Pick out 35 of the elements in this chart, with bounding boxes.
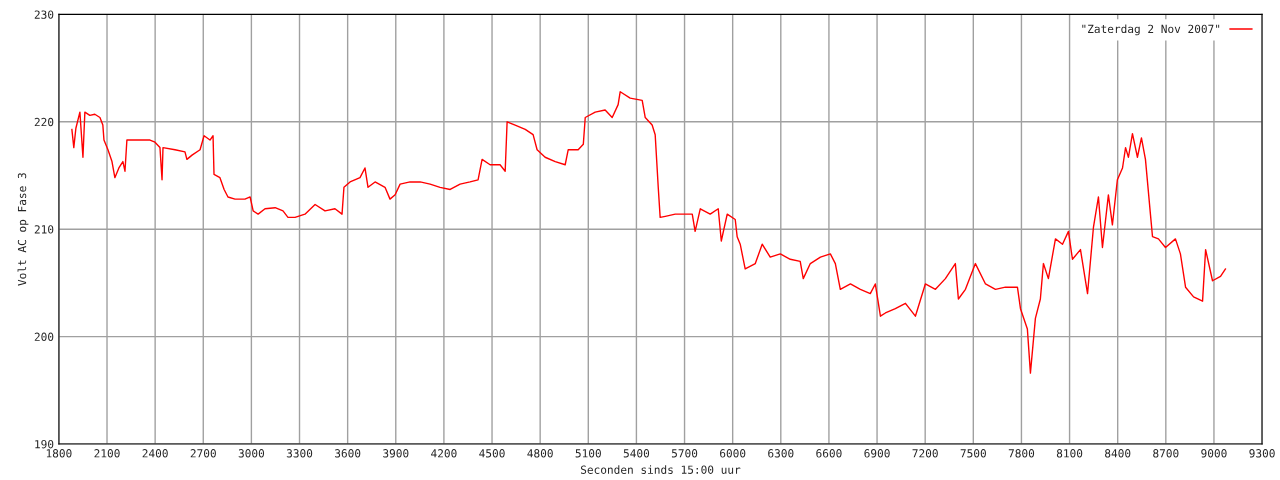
line-series	[71, 91, 1227, 374]
x-tick-label: 6600	[816, 449, 842, 458]
y-tick-label: 200	[34, 332, 54, 342]
y-tick-label: 230	[34, 10, 54, 19]
y-tick-label: 190	[35, 440, 54, 449]
x-tick-label: 8700	[1153, 449, 1179, 458]
x-tick-label: 4200	[431, 449, 457, 458]
y-tick-label: 220	[34, 117, 54, 127]
x-tick-label: 3000	[238, 449, 265, 458]
x-tick-label: 6000	[720, 449, 746, 458]
x-tick-label: 8400	[1105, 449, 1131, 458]
x-tick-label: 4800	[527, 449, 553, 458]
x-tick-label: 7800	[1008, 449, 1035, 458]
x-tick-label: 6300	[768, 449, 794, 458]
x-tick-label: 5100	[575, 449, 601, 458]
x-tick-label: 6900	[864, 449, 890, 458]
x-tick-label: 2100	[94, 449, 120, 458]
x-tick-label: 5400	[623, 449, 650, 458]
x-tick-label: 9000	[1201, 449, 1227, 458]
x-tick-label: 5700	[671, 449, 698, 458]
x-tick-label: 4500	[479, 449, 505, 458]
y-axis-title: Volt AC op Fase 3	[17, 173, 29, 286]
x-tick-label: 7200	[912, 449, 938, 458]
y-tick-label: 210	[34, 225, 54, 234]
x-tick-label: 2400	[142, 449, 168, 458]
x-tick-label: 7500	[960, 449, 986, 458]
legend-label: "Zaterdag 2 Nov 2007"	[1082, 24, 1220, 36]
x-tick-label: 8100	[1056, 449, 1083, 458]
x-tick-label: 3300	[286, 449, 313, 458]
x-tick-label: 9300	[1249, 449, 1275, 458]
x-tick-label: 2700	[190, 449, 216, 458]
x-tick-label: 1800	[46, 449, 72, 458]
x-tick-label: 3900	[383, 449, 409, 458]
x-axis-title: Seconden sinds 15:00 uur	[580, 465, 741, 474]
x-tick-label: 3600	[335, 449, 361, 458]
